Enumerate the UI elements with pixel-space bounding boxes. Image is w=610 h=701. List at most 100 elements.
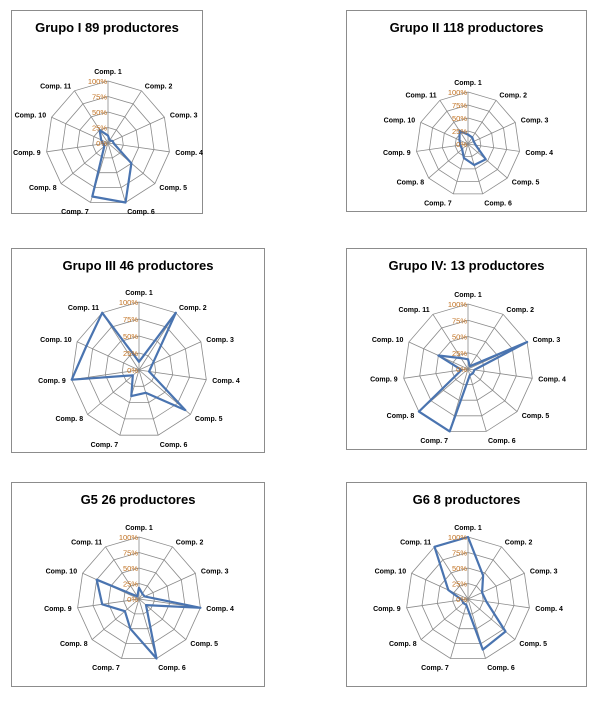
data-point [471, 136, 474, 139]
category-label: Comp. 7 [424, 201, 452, 208]
spoke [107, 142, 126, 203]
category-label: Comp. 3 [206, 337, 234, 344]
data-point [85, 345, 88, 347]
data-point [465, 604, 468, 606]
category-label: Comp. 10 [15, 112, 47, 119]
spoke [138, 546, 173, 600]
category-label: Comp. 7 [92, 665, 120, 672]
data-point [473, 369, 476, 371]
spoke [439, 100, 469, 145]
category-label: Comp. 5 [195, 416, 223, 423]
tick-label: 75% [452, 316, 467, 325]
category-label: Comp. 2 [505, 539, 533, 546]
category-label: Comp. 11 [40, 83, 71, 90]
category-label: Comp. 5 [512, 180, 540, 187]
radar-chart: 0% 25% 50% 75% 100%Comp. 1 Comp. 2 Comp. 3 Comp… [44, 525, 234, 672]
spoke [467, 572, 525, 600]
data-point [129, 627, 132, 630]
data-point [474, 144, 477, 147]
data-point [101, 311, 104, 314]
chart-panel-5: G5 26 productores 0% 25% 50% 75% 100% Comp. 1… [11, 482, 265, 687]
tick-label: 100% [448, 533, 468, 542]
spoke [87, 369, 140, 415]
category-label: Comp. 3 [533, 337, 561, 344]
category-label: Comp. 10 [46, 568, 78, 575]
spoke [105, 546, 140, 600]
spoke [467, 122, 516, 145]
category-label: Comp. 4 [175, 150, 203, 157]
data-point [463, 157, 465, 159]
spoke [467, 598, 530, 609]
chart-panel-3: Grupo III 46 productores 0% 25% 50% 75% 100%… [11, 248, 265, 453]
category-label: Comp. 11 [68, 305, 99, 312]
data-point [144, 391, 147, 394]
data-point [482, 574, 484, 577]
tick-label: 0% [127, 595, 138, 604]
data-point [437, 354, 440, 357]
data-point [111, 140, 114, 142]
category-label: Comp. 2 [179, 305, 207, 312]
data-point [462, 602, 465, 604]
tick-label: 75% [92, 93, 107, 102]
grid-ring [441, 117, 495, 170]
grid-ring [104, 335, 174, 404]
spoke [138, 341, 202, 371]
category-label: Comp. 1 [454, 292, 482, 299]
data-point [459, 144, 462, 147]
data-point [100, 139, 103, 141]
spoke [107, 90, 142, 144]
data-point [458, 139, 461, 142]
tick-label: 100% [448, 300, 468, 309]
category-label: Comp. 8 [60, 641, 88, 648]
data-point [103, 145, 106, 148]
data-point [124, 201, 127, 204]
category-label: Comp. 10 [384, 117, 416, 124]
category-label: Comp. 5 [159, 185, 187, 192]
category-label: Comp. 1 [94, 69, 122, 76]
category-label: Comp. 9 [44, 606, 72, 613]
spoke [411, 572, 469, 600]
tick-label: 0% [127, 366, 138, 375]
grid-ring [419, 319, 517, 417]
spoke [119, 369, 140, 436]
category-label: Comp. 8 [29, 185, 57, 192]
data-point [461, 599, 463, 601]
chart-title: Grupo II 118 productores [389, 20, 544, 35]
data-series-line [417, 340, 529, 433]
tick-label: 50% [123, 332, 138, 341]
spoke [467, 314, 504, 370]
category-label: Comp. 9 [370, 377, 398, 384]
category-label: Comp. 4 [206, 606, 234, 613]
data-point [433, 545, 436, 548]
data-point [151, 362, 154, 365]
category-label: Comp. 3 [530, 568, 558, 575]
tick-label: 25% [123, 580, 138, 589]
tick-label: 50% [452, 564, 467, 573]
data-point [468, 365, 471, 368]
spoke [406, 598, 469, 609]
category-label: Comp. 4 [538, 377, 566, 384]
category-label: Comp. 7 [421, 665, 449, 672]
category-label: Comp. 9 [13, 150, 41, 157]
data-point [138, 586, 140, 589]
grid-ring [61, 96, 155, 189]
data-point [124, 610, 126, 613]
data-point [468, 374, 471, 377]
spoke [107, 116, 165, 144]
data-point [102, 142, 104, 145]
data-point [138, 360, 140, 363]
tick-label: 25% [452, 349, 467, 358]
spoke [46, 142, 109, 153]
data-point [113, 143, 115, 145]
data-series-line [433, 535, 507, 651]
spoke [452, 143, 469, 195]
category-label: Comp. 6 [487, 665, 515, 672]
data-point [101, 603, 104, 606]
category-label: Comp. 2 [176, 539, 204, 546]
tick-label: 75% [452, 549, 467, 558]
spoke [467, 598, 516, 640]
category-label: Comp. 8 [55, 416, 83, 423]
data-point [485, 600, 488, 603]
grid-ring [76, 111, 140, 174]
grid-ring [77, 536, 201, 659]
